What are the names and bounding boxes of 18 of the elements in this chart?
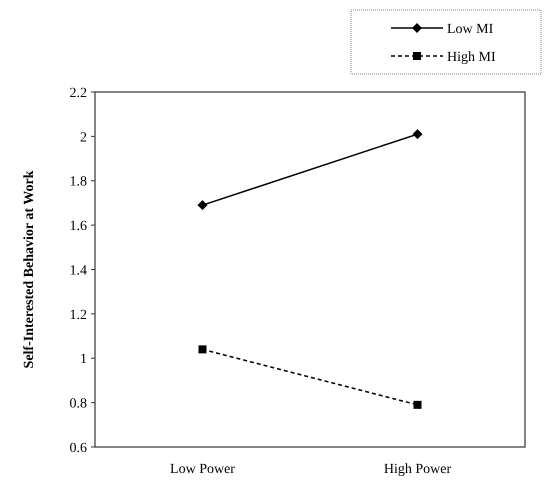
y-tick-label: 1.2	[70, 308, 87, 323]
point	[414, 400, 422, 409]
y-tick-label: 1.4	[70, 263, 87, 278]
y-tick-label: 2	[80, 130, 87, 146]
y-axis-title: Self-Interested Behavior at Work	[22, 170, 37, 368]
x-tick-label: High Power	[384, 462, 452, 477]
y-tick-label: 1.6	[70, 219, 87, 234]
y-tick-label: 2.2	[70, 86, 87, 101]
point	[198, 345, 206, 354]
legend-label: Low MI	[447, 22, 494, 37]
x-tick-label: Low Power	[170, 462, 236, 477]
y-tick-label: 0.8	[70, 396, 87, 412]
point	[412, 129, 422, 140]
point	[198, 200, 208, 210]
y-tick-label: 1	[80, 352, 87, 368]
y-tick-label: 1.8	[70, 174, 87, 190]
legend-label: High MI	[447, 50, 496, 65]
y-tick-label: 0.6	[70, 440, 87, 456]
